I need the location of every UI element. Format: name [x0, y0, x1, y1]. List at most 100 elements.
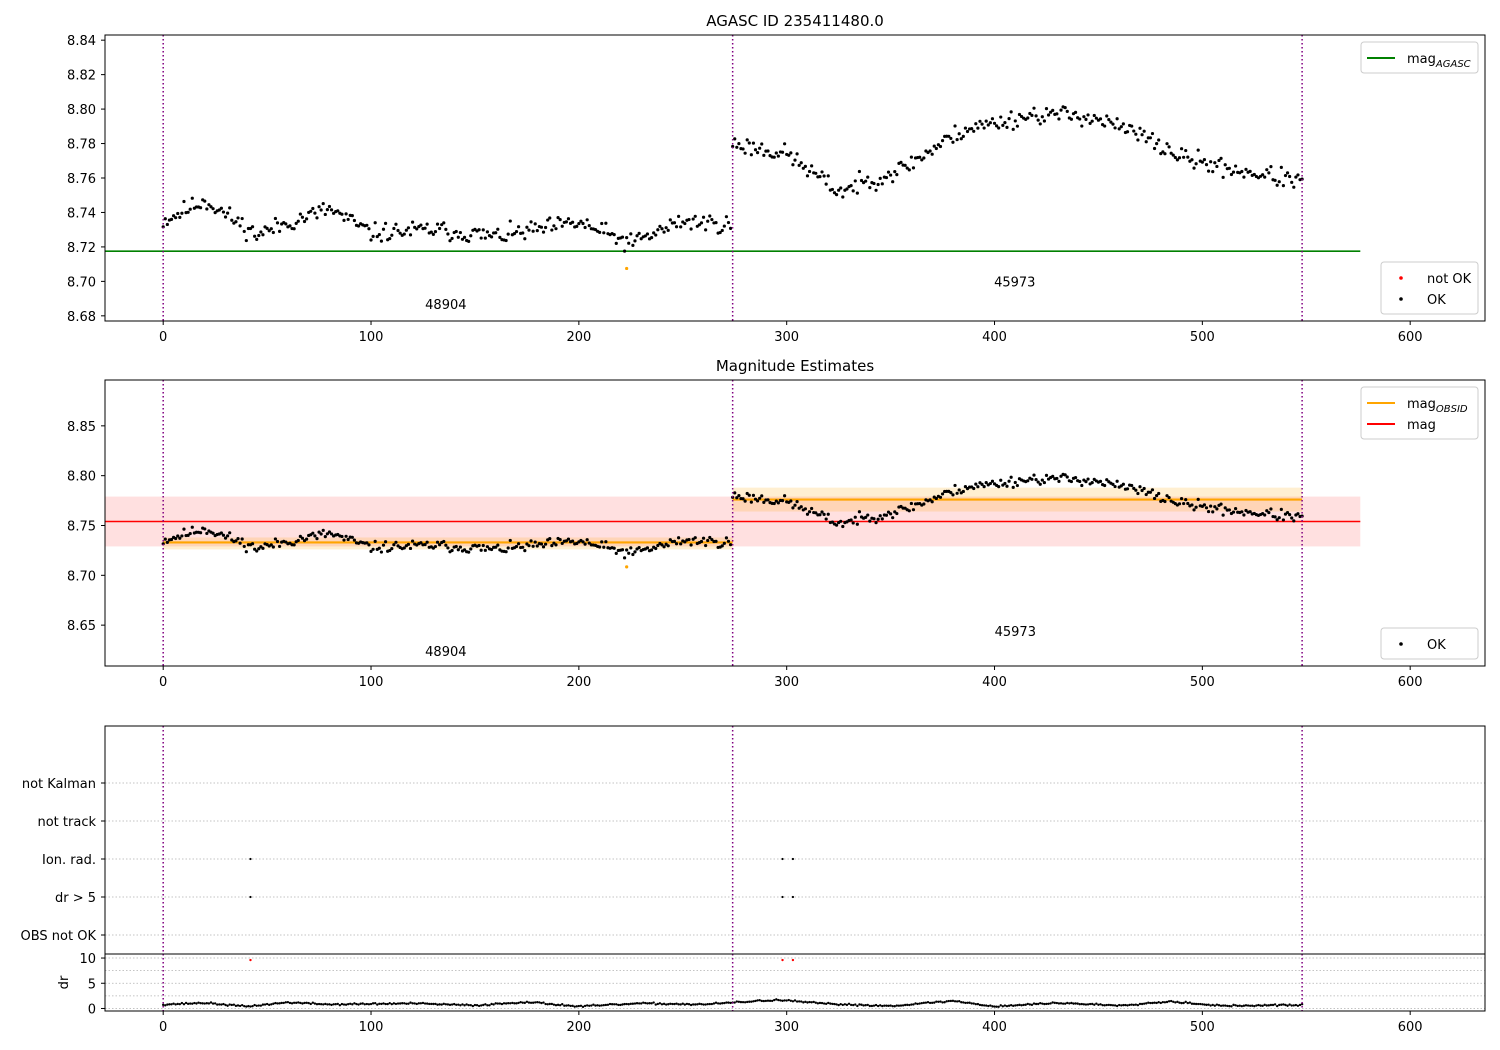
data-point	[388, 548, 392, 553]
data-point	[1290, 516, 1294, 520]
data-point	[473, 1003, 477, 1007]
data-point	[240, 216, 244, 221]
data-point	[458, 545, 462, 549]
data-point	[319, 208, 323, 212]
data-point	[938, 144, 943, 149]
data-point	[273, 537, 278, 541]
data-point	[693, 536, 697, 540]
data-point	[373, 539, 377, 544]
data-point	[533, 222, 537, 226]
data-point	[556, 1003, 560, 1007]
data-point	[804, 1000, 807, 1004]
data-point	[772, 501, 776, 506]
data-point	[1145, 1002, 1148, 1005]
data-point	[191, 1002, 194, 1005]
data-point	[978, 119, 982, 123]
data-point	[242, 544, 246, 549]
data-point	[353, 1002, 356, 1005]
data-point	[513, 1002, 516, 1005]
data-point	[512, 232, 517, 236]
data-point	[720, 544, 724, 548]
data-point	[747, 141, 751, 145]
data-point	[906, 1003, 909, 1007]
data-point	[934, 146, 938, 151]
data-point	[271, 230, 275, 235]
data-point	[1176, 1000, 1179, 1004]
data-point	[402, 232, 406, 236]
data-point	[737, 1000, 741, 1004]
data-point	[1057, 1002, 1061, 1005]
data-point	[841, 195, 845, 199]
data-point	[700, 1002, 703, 1006]
data-point	[598, 230, 602, 234]
data-point	[1098, 117, 1103, 121]
data-point	[920, 1001, 923, 1005]
data-point	[762, 153, 766, 157]
data-point	[1014, 1004, 1017, 1007]
data-point	[259, 230, 263, 234]
data-point	[527, 228, 531, 232]
data-point	[878, 176, 882, 180]
data-point	[1120, 1004, 1123, 1007]
data-point	[585, 218, 589, 222]
data-point	[629, 1002, 633, 1006]
data-point	[407, 1002, 410, 1005]
legend-box	[1360, 386, 1479, 440]
data-point	[350, 214, 354, 218]
data-point	[271, 545, 275, 549]
data-point	[1103, 483, 1107, 488]
data-point	[1155, 142, 1159, 146]
data-point	[982, 485, 986, 489]
y-tick-label: 8.85	[67, 420, 96, 435]
data-point	[654, 546, 658, 551]
data-point	[1134, 488, 1138, 492]
data-point	[974, 122, 978, 126]
data-point	[440, 223, 444, 227]
data-point	[776, 501, 780, 505]
data-point	[1113, 126, 1117, 130]
data-point	[272, 1002, 275, 1005]
data-point	[536, 1001, 539, 1004]
data-point	[604, 1003, 608, 1007]
data-point	[369, 1002, 373, 1006]
data-point	[645, 546, 650, 550]
data-point	[249, 857, 252, 861]
data-point	[392, 1002, 396, 1005]
data-point	[654, 233, 658, 237]
data-point	[858, 1003, 861, 1006]
data-point	[818, 1001, 822, 1005]
data-point	[940, 492, 945, 496]
data-point	[211, 1002, 215, 1005]
data-point	[300, 215, 305, 219]
data-point	[787, 153, 791, 157]
data-point	[275, 539, 280, 544]
data-point	[1281, 518, 1285, 522]
data-point	[540, 1001, 543, 1005]
data-point	[270, 1003, 273, 1006]
x-tick-label: 100	[359, 330, 384, 345]
data-point	[814, 1001, 817, 1004]
data-point	[947, 999, 950, 1003]
data-point	[521, 545, 525, 549]
data-point	[219, 531, 223, 535]
data-point	[560, 541, 564, 546]
data-point	[346, 537, 350, 542]
data-point	[679, 542, 683, 546]
data-point	[221, 210, 226, 214]
data-point	[321, 201, 325, 206]
data-point	[997, 485, 1001, 489]
data-point	[1285, 171, 1290, 175]
data-point	[675, 1002, 678, 1005]
data-point	[575, 1005, 578, 1008]
data-point	[1109, 1003, 1113, 1007]
data-point	[1206, 509, 1211, 514]
data-point	[1221, 513, 1225, 517]
data-point	[1152, 146, 1157, 151]
data-point	[866, 1003, 869, 1007]
data-point	[244, 238, 248, 243]
data-point	[1178, 1001, 1181, 1004]
data-point	[234, 1004, 238, 1008]
data-point	[891, 180, 895, 184]
data-point	[773, 998, 776, 1002]
data-point	[458, 230, 462, 235]
